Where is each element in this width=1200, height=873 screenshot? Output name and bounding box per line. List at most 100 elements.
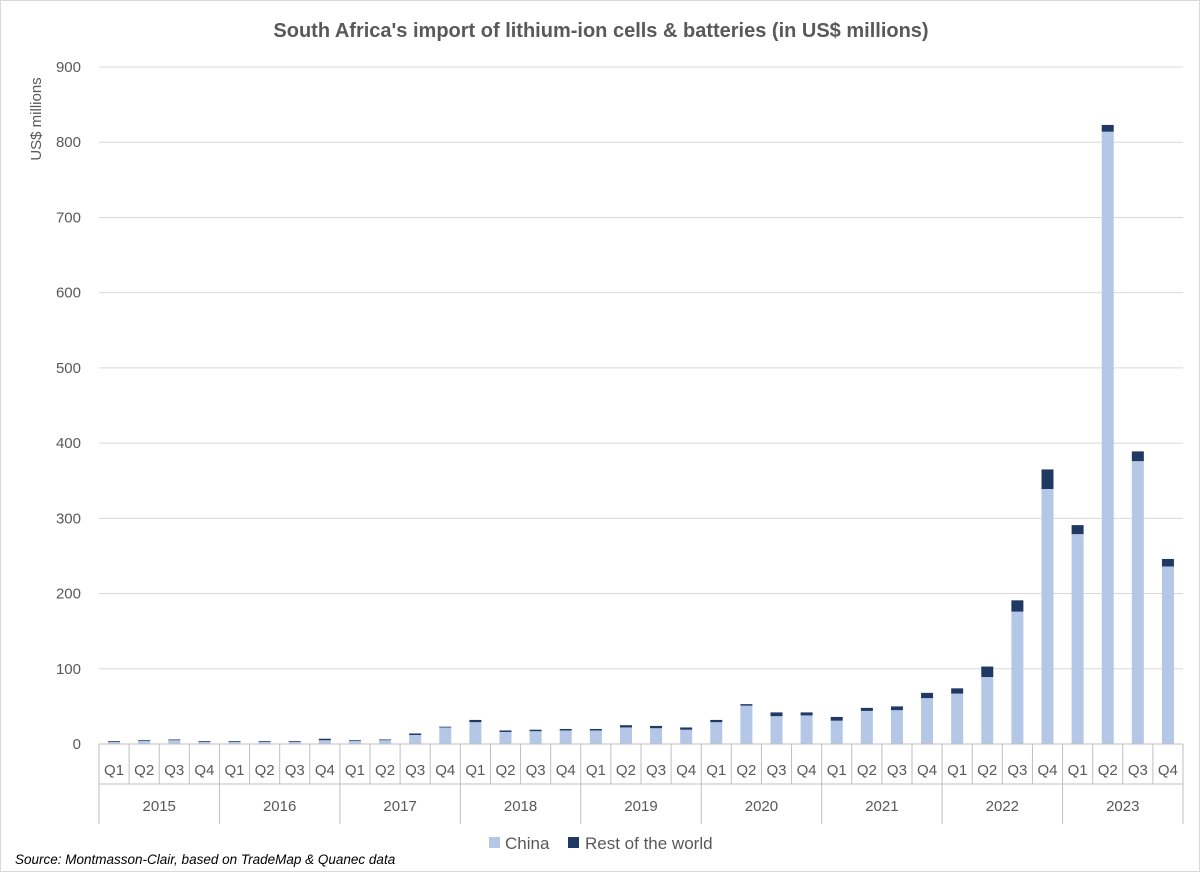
x-tick-label-quarter: Q2: [134, 762, 154, 779]
x-tick-label-year: 2021: [865, 798, 898, 815]
bar-china-6: [288, 741, 301, 744]
x-tick-label-quarter: Q1: [345, 762, 365, 779]
x-tick-label-quarter: Q1: [947, 762, 967, 779]
x-tick-label-quarter: Q1: [224, 762, 244, 779]
bar-china-11: [439, 727, 452, 744]
x-tick-label-quarter: Q3: [405, 762, 425, 779]
y-tick-label: 400: [56, 435, 81, 452]
bar-china-19: [680, 729, 693, 744]
y-tick-label: 600: [56, 285, 81, 302]
bar-china-12: [469, 722, 482, 744]
bar-china-20: [710, 722, 723, 744]
x-tick-label-quarter: Q1: [827, 762, 847, 779]
x-tick-label-quarter: Q4: [435, 762, 455, 779]
y-tick-label: 200: [56, 586, 81, 603]
bar-rest-of-world-20: [710, 719, 723, 723]
x-tick-label-quarter: Q4: [315, 762, 335, 779]
y-tick-label: 500: [56, 360, 81, 377]
y-tick-label: 300: [56, 510, 81, 527]
bar-rest-of-world-26: [890, 706, 903, 711]
bar-china-23: [800, 715, 813, 744]
x-tick-label-quarter: Q2: [1098, 762, 1118, 779]
bar-rest-of-world-7: [318, 738, 331, 741]
x-tick-label-quarter: Q1: [1068, 762, 1088, 779]
y-tick-label: 800: [56, 134, 81, 151]
x-tick-label-year: 2017: [383, 798, 416, 815]
x-tick-label-quarter: Q2: [616, 762, 636, 779]
bar-rest-of-world-15: [559, 728, 572, 731]
x-tick-label-year: 2020: [745, 798, 778, 815]
x-tick-label-quarter: Q2: [495, 762, 515, 779]
bar-china-8: [348, 740, 361, 744]
bar-rest-of-world-23: [800, 712, 813, 716]
x-tick-label-quarter: Q3: [1007, 762, 1027, 779]
bar-rest-of-world-34: [1131, 451, 1144, 462]
bar-rest-of-world-4: [228, 740, 241, 742]
bar-rest-of-world-27: [921, 692, 934, 699]
bar-rest-of-world-13: [499, 730, 512, 732]
bar-rest-of-world-28: [951, 688, 964, 694]
bar-rest-of-world-10: [409, 733, 422, 735]
x-tick-label-quarter: Q3: [164, 762, 184, 779]
bar-china-31: [1041, 488, 1054, 744]
bar-rest-of-world-2: [168, 739, 181, 741]
x-tick-label-quarter: Q1: [104, 762, 124, 779]
x-tick-label-year: 2018: [504, 798, 537, 815]
y-tick-label: 100: [56, 661, 81, 678]
gridlines: [99, 66, 1183, 670]
bar-rest-of-world-24: [830, 716, 843, 721]
bar-rest-of-world-5: [258, 740, 271, 742]
bar-rest-of-world-8: [348, 740, 361, 741]
legend-swatch-china: [489, 837, 500, 848]
y-axis-label: US$ millions: [28, 77, 45, 160]
bar-china-22: [770, 716, 783, 744]
bar-rest-of-world-33: [1101, 124, 1114, 132]
x-tick-label-year: 2016: [263, 798, 296, 815]
x-tick-label-quarter: Q4: [194, 762, 214, 779]
bar-rest-of-world-32: [1071, 525, 1084, 535]
x-tick-label-year: 2015: [143, 798, 176, 815]
bar-china-5: [258, 741, 271, 744]
bar-china-9: [379, 740, 392, 744]
bar-china-33: [1101, 131, 1114, 745]
x-tick-label-quarter: Q4: [1037, 762, 1057, 779]
x-tick-label-quarter: Q2: [857, 762, 877, 779]
bar-china-4: [228, 741, 241, 744]
bar-china-1: [138, 740, 151, 744]
x-tick-label-quarter: Q1: [586, 762, 606, 779]
bar-rest-of-world-11: [439, 726, 452, 728]
x-tick-label-quarter: Q4: [1158, 762, 1178, 779]
x-tick-label-quarter: Q3: [526, 762, 546, 779]
source-note: Source: Montmasson-Clair, based on Trade…: [15, 852, 396, 867]
x-tick-label-quarter: Q3: [646, 762, 666, 779]
x-tick-label-quarter: Q4: [556, 762, 576, 779]
bar-china-10: [409, 734, 422, 744]
bar-rest-of-world-17: [619, 725, 632, 728]
bar-rest-of-world-35: [1161, 558, 1174, 567]
bar-rest-of-world-30: [1011, 600, 1024, 612]
bar-rest-of-world-1: [138, 740, 151, 741]
bar-china-27: [921, 698, 934, 744]
x-tick-label-quarter: Q4: [797, 762, 817, 779]
legend-label-rest-of-world: Rest of the world: [585, 834, 713, 853]
bar-rest-of-world-0: [108, 740, 121, 742]
bar-rest-of-world-31: [1041, 469, 1054, 489]
x-tick-label-quarter: Q3: [1128, 762, 1148, 779]
bar-china-2: [168, 740, 181, 744]
x-tick-label-year: 2023: [1106, 798, 1139, 815]
bar-china-16: [589, 730, 602, 744]
bar-rest-of-world-12: [469, 719, 482, 723]
bar-china-15: [559, 730, 572, 744]
bar-rest-of-world-29: [981, 666, 994, 678]
bar-china-35: [1161, 566, 1174, 744]
bar-china-18: [650, 728, 663, 744]
bar-rest-of-world-9: [379, 739, 392, 741]
x-tick-label-quarter: Q1: [706, 762, 726, 779]
x-tick-label-year: 2022: [986, 798, 1019, 815]
x-tick-label-quarter: Q2: [736, 762, 756, 779]
bar-china-32: [1071, 534, 1084, 744]
bar-china-17: [619, 727, 632, 744]
y-tick-label: 900: [56, 59, 81, 76]
